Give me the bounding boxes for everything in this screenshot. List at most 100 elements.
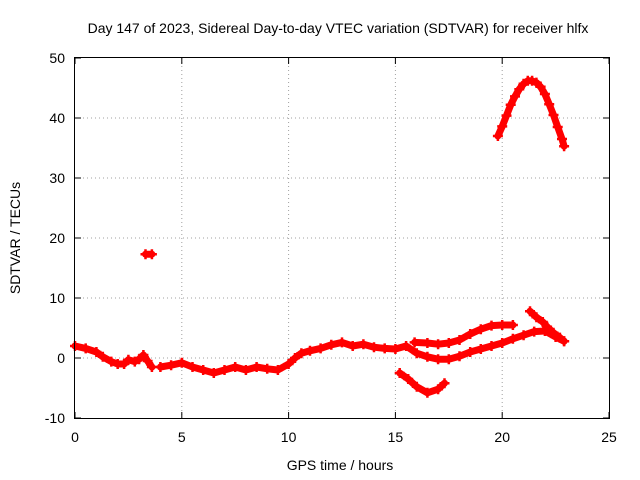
- data-point: [497, 338, 508, 348]
- data-point: [80, 343, 91, 354]
- data-point: [219, 365, 230, 375]
- y-tick-label: -10: [45, 410, 65, 426]
- data-point: [411, 348, 422, 359]
- data-point: [262, 363, 273, 374]
- data-point: [475, 324, 486, 335]
- data-point: [486, 320, 497, 331]
- data-point: [497, 121, 508, 132]
- data-point: [525, 306, 535, 317]
- x-tick-label: 25: [601, 429, 617, 445]
- data-point: [510, 91, 520, 102]
- data-point: [187, 362, 198, 372]
- data-point: [97, 351, 108, 362]
- data-point: [142, 356, 153, 366]
- data-point: [283, 359, 294, 369]
- chart-title: Day 147 of 2023, Sidereal Day-to-day VTE…: [88, 20, 589, 36]
- data-point: [390, 344, 401, 354]
- data-point: [166, 360, 177, 371]
- data-point: [544, 99, 555, 110]
- data-point: [529, 326, 540, 337]
- data-point: [486, 341, 497, 351]
- x-tick-label: 10: [281, 429, 297, 445]
- tick-labels: 0 5 10 15 20 25 -10 0 10 20 30 40 50: [45, 50, 617, 445]
- x-tick-label: 5: [178, 429, 186, 445]
- data-point: [492, 131, 503, 141]
- x-tick-label: 15: [388, 429, 404, 445]
- data-point: [514, 84, 525, 95]
- data-point: [531, 312, 542, 323]
- data-point: [507, 320, 518, 330]
- data-point: [91, 347, 102, 357]
- data-point: [465, 347, 476, 357]
- data-point: [559, 336, 570, 347]
- y-tick-label: 20: [49, 230, 65, 246]
- data-point: [535, 81, 546, 92]
- data-point: [433, 384, 444, 395]
- data-point: [507, 333, 518, 344]
- data-point: [501, 110, 512, 121]
- data-point: [146, 249, 157, 260]
- data-point: [315, 343, 326, 354]
- series-trace-arc-3: [156, 327, 568, 377]
- data-point: [358, 339, 369, 350]
- data-point: [296, 348, 307, 359]
- data-point: [155, 362, 166, 372]
- data-point: [454, 335, 465, 345]
- data-point: [518, 330, 529, 341]
- data-point: [443, 338, 454, 348]
- x-tick-label: 0: [71, 429, 79, 445]
- data-point: [559, 141, 570, 152]
- data-point: [465, 329, 476, 339]
- data-point: [146, 362, 157, 372]
- data-point: [251, 362, 262, 372]
- data-point: [433, 339, 444, 350]
- data-point: [240, 365, 251, 375]
- data-point: [290, 353, 300, 363]
- data-point: [548, 327, 559, 338]
- data-series: [70, 75, 570, 398]
- data-point: [443, 354, 454, 365]
- data-point: [394, 368, 405, 378]
- data-point: [379, 343, 390, 354]
- data-point: [409, 337, 420, 348]
- data-point: [542, 321, 553, 332]
- data-point: [411, 381, 422, 392]
- data-point: [106, 356, 117, 367]
- y-tick-label: 0: [57, 350, 65, 366]
- data-point: [230, 362, 241, 372]
- data-point: [422, 338, 433, 348]
- data-point: [422, 387, 433, 398]
- y-tick-label: 30: [49, 170, 65, 186]
- data-point: [198, 365, 209, 375]
- y-tick-label: 40: [49, 110, 65, 126]
- data-point: [454, 351, 465, 362]
- data-point: [369, 342, 379, 353]
- data-point: [337, 337, 347, 348]
- grid: [75, 58, 609, 418]
- data-point: [505, 99, 516, 110]
- data-point: [439, 378, 450, 389]
- y-axis-label: SDTVAR / TECUs: [7, 182, 23, 294]
- data-point: [305, 345, 315, 356]
- data-point: [539, 89, 550, 99]
- data-point: [403, 374, 414, 384]
- y-tick-label: 50: [49, 50, 65, 66]
- data-point: [557, 134, 567, 144]
- x-axis-label: GPS time / hours: [287, 457, 394, 473]
- data-point: [497, 320, 508, 330]
- data-point: [272, 365, 283, 375]
- data-point: [208, 368, 219, 378]
- data-point: [433, 354, 444, 365]
- series-trace-arc-5: [411, 321, 517, 348]
- data-point: [347, 341, 358, 351]
- data-point: [138, 350, 149, 360]
- x-tick-label: 20: [494, 429, 510, 445]
- y-tick-label: 10: [49, 290, 65, 306]
- plot-frame: [74, 57, 610, 419]
- data-point: [326, 339, 337, 350]
- data-point: [552, 122, 563, 132]
- data-point: [475, 344, 486, 354]
- data-point: [176, 357, 187, 368]
- data-point: [422, 351, 433, 362]
